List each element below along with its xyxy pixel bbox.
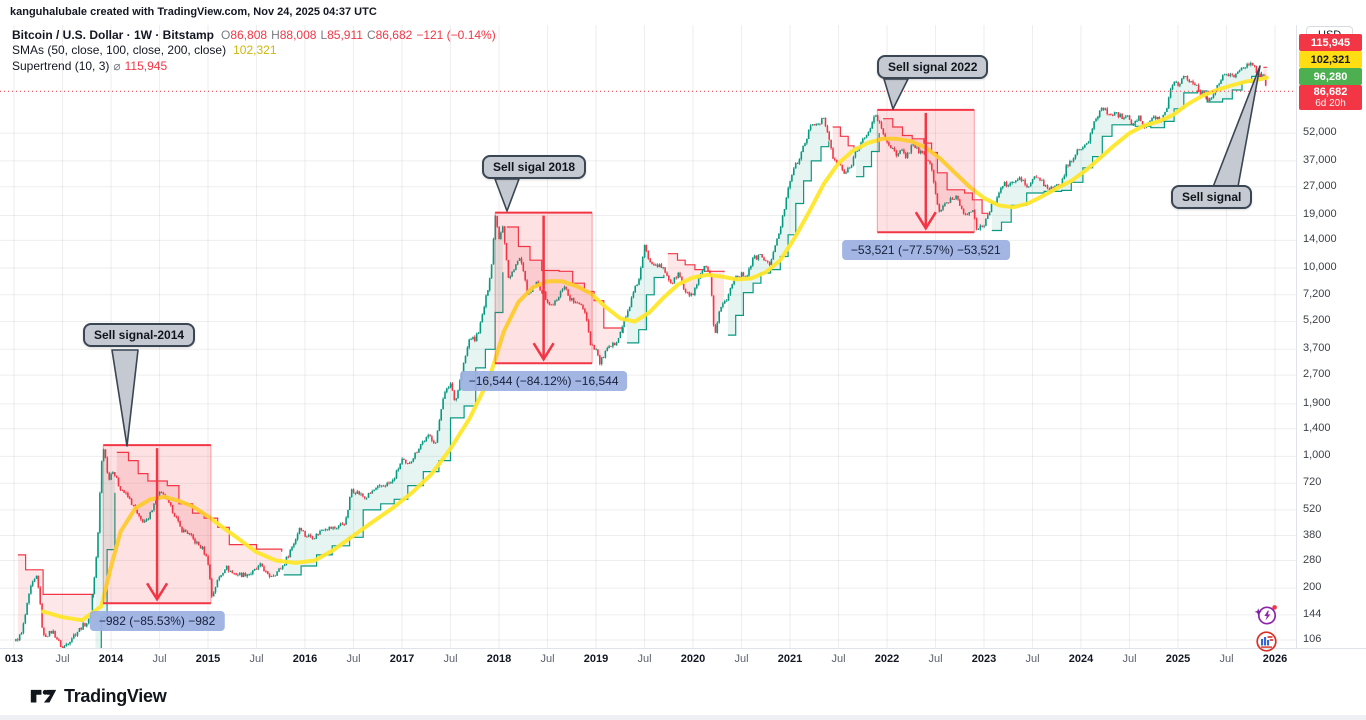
indicator-price-label: 115,945 [1299,34,1362,52]
time-axis-tick[interactable]: 2020 [680,653,706,665]
time-axis-tick[interactable]: Jul [1025,653,1040,665]
sma-legend-row[interactable]: SMAs (50, close, 100, close, 200, close)… [12,43,496,59]
time-axis-tick[interactable]: Jul [831,653,846,665]
price-axis-tick[interactable]: 200 [1303,581,1322,594]
price-axis-tick[interactable]: 19,000 [1303,208,1337,221]
bottom-edge-strip [0,715,1366,720]
time-axis-tick[interactable]: 2015 [195,653,221,665]
price-axis-tick[interactable]: 380 [1303,528,1322,541]
time-axis-tick[interactable]: 2021 [777,653,803,665]
ohlc-low-label: L [320,27,328,42]
measurement-label[interactable]: −16,544 (−84.12%) −16,544 [459,371,628,392]
candles [15,61,1267,648]
time-axis-tick[interactable]: Jul [540,653,555,665]
ohlc-high-value: 88,008 [279,27,317,42]
time-axis-tick[interactable]: 2023 [971,653,997,665]
supertrend-line [17,66,1268,648]
sell-signal-callout[interactable]: Sell signal 2022 [877,55,989,79]
price-axis-tick[interactable]: 27,000 [1303,179,1337,192]
supertrend-legend-row[interactable]: Supertrend (10, 3) ⌀ 115,945 [12,58,496,74]
ohlc-low-value: 85,911 [327,27,363,42]
time-axis-tick[interactable]: 2022 [874,653,900,665]
price-axis-tick[interactable]: 52,000 [1303,126,1337,139]
ohlc-close-label: C [366,27,376,42]
time-axis-tick[interactable]: 2026 [1262,653,1288,665]
sma-indicator-title[interactable]: SMAs (50, close, 100, close, 200, close) [12,43,227,58]
price-axis-tick[interactable]: 1,400 [1303,421,1331,434]
price-axis-tick[interactable]: 5,200 [1303,314,1331,327]
us-market-flag-icon[interactable] [1254,629,1279,654]
callout-tails [111,65,1261,447]
sma-line [41,75,1269,623]
time-axis-tick[interactable]: 2024 [1068,653,1094,665]
time-axis-tick[interactable]: 2014 [98,653,124,665]
time-axis-tick[interactable]: Jul [346,653,361,665]
indicator-price-label: 102,321 [1299,51,1362,69]
price-axis-tick[interactable]: 520 [1303,502,1322,515]
sell-signal-callout[interactable]: Sell signal [1171,185,1253,209]
time-axis-tick[interactable]: Jul [249,653,264,665]
price-axis-tick[interactable]: 7,200 [1303,287,1331,300]
time-axis-tick[interactable]: Jul [55,653,70,665]
time-axis-tick[interactable]: Jul [928,653,943,665]
price-axis-tick[interactable]: 14,000 [1303,233,1337,246]
ohlc-open-label: O [221,27,231,42]
bar-countdown: 6d 20h [1315,97,1346,109]
ohlc-high-label: H [271,27,280,42]
sell-signal-callout[interactable]: Sell signal-2014 [83,323,196,347]
measurement-drawings[interactable] [102,108,975,605]
time-axis-tick[interactable]: 2025 [1165,653,1191,665]
price-axis-tick[interactable]: 2,700 [1303,368,1331,381]
ohlc-open-value: 86,808 [230,27,268,42]
symbol-title[interactable]: Bitcoin / U.S. Dollar · 1W · Bitstamp [12,27,215,42]
measurement-label[interactable]: −982 (−85.53%) −982 [89,611,225,632]
time-axis-tick[interactable]: 2016 [292,653,318,665]
price-axis-tick[interactable]: 1,000 [1303,449,1331,462]
time-axis-tick[interactable]: Jul [637,653,652,665]
attribution-text: kanguhalubale created with TradingView.c… [10,6,377,18]
sma-indicator-value: 102,321 [233,43,277,58]
time-axis-tick[interactable]: Jul [1219,653,1234,665]
time-axis-tick[interactable]: Jul [152,653,167,665]
ohlc-close-value: 86,682 [375,27,413,42]
price-axis-tick[interactable]: 1,900 [1303,396,1331,409]
ai-spark-icon[interactable] [1254,602,1279,627]
price-axis-tick[interactable]: 3,700 [1303,342,1331,355]
price-axis-tick[interactable]: 10,000 [1303,260,1337,273]
time-axis-tick[interactable]: 2017 [389,653,415,665]
price-axis-tick[interactable]: 37,000 [1303,153,1337,166]
time-axis-tick[interactable]: 2018 [486,653,512,665]
supertrend-indicator-value: 115,945 [124,58,168,73]
time-axis-tick[interactable]: Jul [1122,653,1137,665]
chart-corner-widgets [1254,602,1279,654]
tradingview-logo-icon [30,689,57,703]
sell-signal-callout[interactable]: Sell sigal 2018 [482,155,587,179]
time-axis-tick[interactable]: Jul [734,653,749,665]
supertrend-indicator-title[interactable]: Supertrend (10, 3) [12,58,110,73]
price-axis-tick[interactable]: 720 [1303,476,1322,489]
tradingview-brand-text: TradingView [64,685,167,706]
time-axis-tick[interactable]: 2019 [583,653,609,665]
indicator-price-label: 96,280 [1299,68,1362,86]
time-axis-tick[interactable]: 013 [4,653,24,665]
price-axis-tick[interactable]: 106 [1303,633,1322,645]
price-axis-tick[interactable]: 144 [1303,607,1322,620]
time-axis-tick[interactable]: Jul [443,653,458,665]
current-price-label: 86,682 6d 20h [1299,85,1362,111]
tradingview-logo[interactable]: TradingView [30,684,167,708]
price-axis-tick[interactable]: 280 [1303,553,1322,566]
measurement-label[interactable]: −53,521 (−77.57%) −53,521 [841,240,1010,261]
average-symbol: ⌀ [113,58,121,73]
change-value: −121 (−0.14%) [416,27,496,42]
